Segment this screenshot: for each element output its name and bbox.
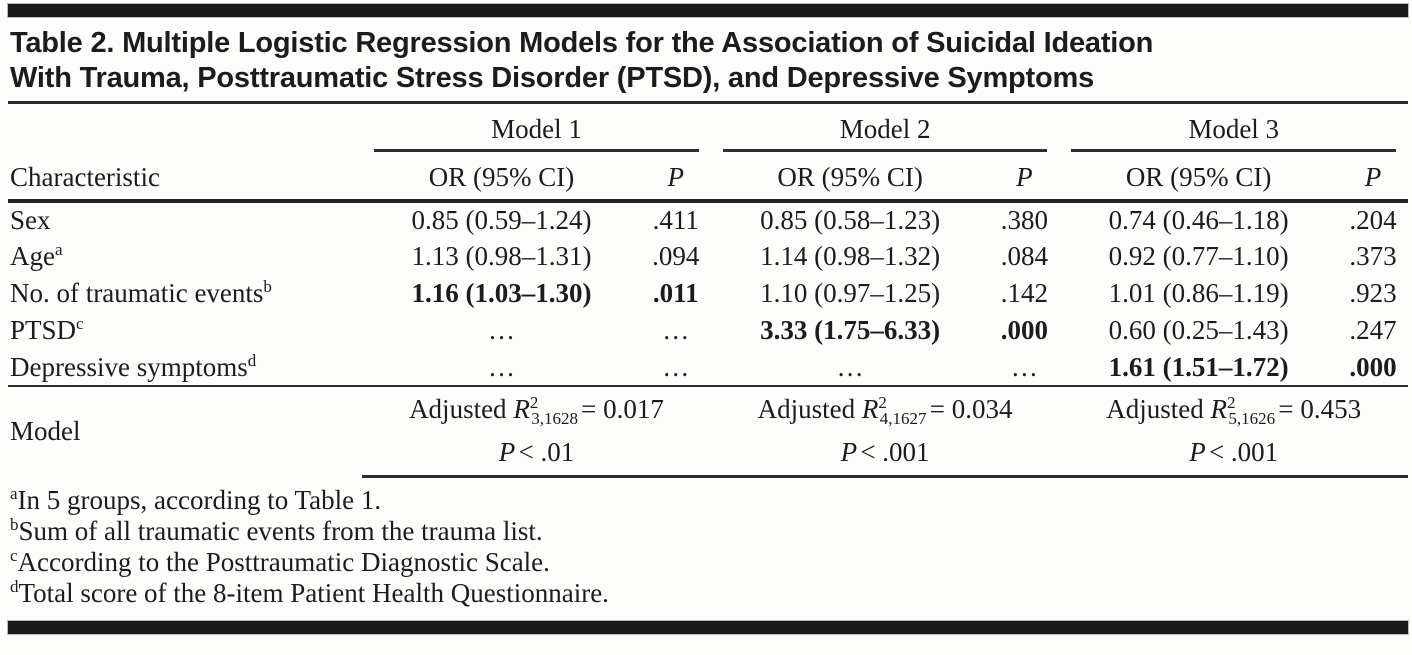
m2-p-value: .000 xyxy=(1000,315,1048,345)
footnote-marker: b xyxy=(263,277,272,296)
m2-or-value: 3.33 (1.75–6.33) xyxy=(760,315,941,345)
row-label: Agea xyxy=(10,240,63,271)
m2-or-value: … xyxy=(710,349,990,387)
m3-p-value: .923 xyxy=(1349,278,1397,308)
m2-or-value: 1.10 (0.97–1.25) xyxy=(760,278,941,308)
row-label: PTSDc xyxy=(10,314,84,345)
m1-p-value: .411 xyxy=(652,205,699,235)
m3-p-value: .000 xyxy=(1337,349,1408,387)
m3-or-value: 0.92 (0.77–1.10) xyxy=(1108,241,1289,271)
footnote-marker: c xyxy=(76,314,84,333)
table-row-depressive-symptoms: Depressive symptomsd … … … … 1.61 (1.51–… xyxy=(8,349,1408,387)
table-row-ptsd: PTSDc … … 3.33 (1.75–6.33) .000 0.60 (0.… xyxy=(8,312,1408,349)
r-symbol: R xyxy=(513,393,530,424)
m3-or-value: 1.01 (0.86–1.19) xyxy=(1108,278,1289,308)
model3-p-header: P xyxy=(1337,152,1408,203)
regression-table: Model 1 Model 2 Model 3 Characteristic O… xyxy=(8,104,1408,478)
m3-p-value: .247 xyxy=(1349,315,1397,345)
model2-or-header: OR (95% CI) xyxy=(710,152,990,203)
m3-or-value: 0.74 (0.46–1.18) xyxy=(1108,205,1289,235)
model2-p-header: P xyxy=(989,152,1060,203)
model3-spanner-label: Model 3 xyxy=(1188,114,1280,144)
footnote-a: aIn 5 groups, according to Table 1. xyxy=(10,483,382,515)
m2-p-value: .142 xyxy=(1000,278,1048,308)
model-fit-p-row: P < .01 P < .001 P < .001 xyxy=(8,431,1408,478)
model-fit-label: Model xyxy=(10,416,81,446)
m1-p-value: .094 xyxy=(652,241,700,271)
model-spanner-row: Model 1 Model 2 Model 3 xyxy=(8,104,1408,152)
m3-or-value: 0.60 (0.25–1.43) xyxy=(1108,315,1289,345)
table-row-age: Agea 1.13 (0.98–1.31) .094 1.14 (0.98–1.… xyxy=(8,238,1408,275)
bottom-rule-bar xyxy=(8,620,1408,634)
m1-p-value: .011 xyxy=(652,278,699,308)
characteristic-header: Characteristic xyxy=(8,152,363,203)
model-fit-row: Model Adjusted R23,1628 = 0.017 Adjusted … xyxy=(8,386,1408,447)
m3-p-value: .204 xyxy=(1349,205,1397,235)
m1-or-value: 0.85 (0.59–1.24) xyxy=(411,205,592,235)
model2-spanner: Model 2 xyxy=(711,104,1060,152)
m2-p-value: .380 xyxy=(1000,205,1048,235)
r-symbol: R xyxy=(861,393,879,424)
model1-spanner-label: Model 1 xyxy=(491,114,582,144)
model2-adjusted-r2: Adjusted R24,1627 = 0.034 xyxy=(757,392,1013,428)
paper-table-figure: Table 2. Multiple Logistic Regression Mo… xyxy=(0,4,1412,655)
model2-spanner-label: Model 2 xyxy=(839,114,931,144)
m1-p-value: … xyxy=(662,315,690,345)
m2-p-value: … xyxy=(989,349,1060,387)
footnote-d: dTotal score of the 8-item Patient Healt… xyxy=(10,576,609,608)
table-row-sex: Sex 0.85 (0.59–1.24) .411 0.85 (0.58–1.2… xyxy=(8,201,1408,238)
spanner-empty-cell xyxy=(8,104,362,152)
footnotes: aIn 5 groups, according to Table 1. bSum… xyxy=(8,485,1408,609)
footnote-marker: d xyxy=(247,350,257,370)
model3-or-header: OR (95% CI) xyxy=(1059,152,1338,203)
m2-or-value: 0.85 (0.58–1.23) xyxy=(760,205,941,235)
m1-p-value: … xyxy=(640,349,711,387)
top-rule-bar xyxy=(8,4,1408,17)
r-symbol: R xyxy=(1210,393,1228,424)
m1-or-value: … xyxy=(362,349,641,387)
table-title-line1: Table 2. Multiple Logistic Regression Mo… xyxy=(10,27,1154,59)
model3-p-overall: P < .001 xyxy=(1059,431,1408,478)
m2-p-value: .084 xyxy=(1000,241,1048,271)
model2-p-overall: P < .001 xyxy=(710,431,1060,478)
m3-p-value: .373 xyxy=(1349,241,1397,271)
table-title: Table 2. Multiple Logistic Regression Mo… xyxy=(8,26,1408,96)
column-header-row: Characteristic OR (95% CI) P OR (95% CI)… xyxy=(8,152,1408,203)
title-divider-rule xyxy=(8,101,1408,104)
m1-or-value: 1.13 (0.98–1.31) xyxy=(411,241,592,271)
m3-or-value: 1.61 (1.51–1.72) xyxy=(1059,349,1338,387)
model3-adjusted-r2: Adjusted R25,1626 = 0.453 xyxy=(1106,392,1362,428)
model1-p-overall: P < .01 xyxy=(362,431,711,478)
footnote-marker: a xyxy=(54,240,63,259)
model1-p-header: P xyxy=(640,152,711,203)
m2-or-value: 1.14 (0.98–1.32) xyxy=(760,241,941,271)
row-label: Sex xyxy=(10,205,51,235)
model1-spanner: Model 1 xyxy=(362,104,711,152)
model1-or-header: OR (95% CI) xyxy=(362,152,641,203)
m1-or-value: … xyxy=(487,315,515,345)
table-title-line2: With Trauma, Posttraumatic Stress Disord… xyxy=(10,62,1095,94)
row-label: No. of traumatic eventsb xyxy=(10,277,272,308)
model1-adjusted-r2: Adjusted R23,1628 = 0.017 xyxy=(409,392,664,428)
footnote-c: cAccording to the Posttraumatic Diagnost… xyxy=(10,545,550,577)
m1-or-value: 1.16 (1.03–1.30) xyxy=(411,278,592,308)
table-row-traumatic-events: No. of traumatic eventsb 1.16 (1.03–1.30… xyxy=(8,275,1408,312)
row-label: Depressive symptomsd xyxy=(8,349,363,387)
footnote-b: bSum of all traumatic events from the tr… xyxy=(10,514,543,546)
model3-spanner: Model 3 xyxy=(1059,104,1408,152)
